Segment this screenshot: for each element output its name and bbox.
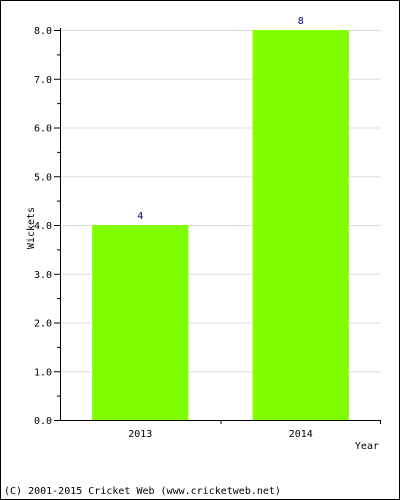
bar-2014 xyxy=(252,30,349,420)
y-tick-label: 3.0 xyxy=(34,270,52,281)
x-tick-label: 2014 xyxy=(289,429,313,440)
y-tick-label: 0.0 xyxy=(34,416,52,427)
labels: 4 2013 8 2014 0.0 1.0 2.0 3.0 4.0 5.0 6.0 7.0 8.0 Wic… xyxy=(26,16,379,452)
bars xyxy=(92,30,349,420)
y-tick-label: 6.0 xyxy=(34,124,52,135)
y-tick-label: 4.0 xyxy=(34,221,52,232)
y-tick-label: 7.0 xyxy=(34,75,52,86)
copyright-footer: (C) 2001-2015 Cricket Web (www.cricketwe… xyxy=(4,486,281,497)
x-axis-label: Year xyxy=(355,441,379,452)
y-tick-label: 2.0 xyxy=(34,319,52,330)
y-tick-label: 8.0 xyxy=(34,26,52,37)
axes xyxy=(54,28,381,424)
y-tick-label: 1.0 xyxy=(34,367,52,378)
y-tick-label: 5.0 xyxy=(34,172,52,183)
y-axis-label: Wickets xyxy=(26,207,37,249)
x-tick-label: 2013 xyxy=(128,429,152,440)
bar-2013 xyxy=(92,225,189,420)
data-label-2014: 8 xyxy=(298,16,304,27)
data-label-2013: 4 xyxy=(137,211,143,222)
